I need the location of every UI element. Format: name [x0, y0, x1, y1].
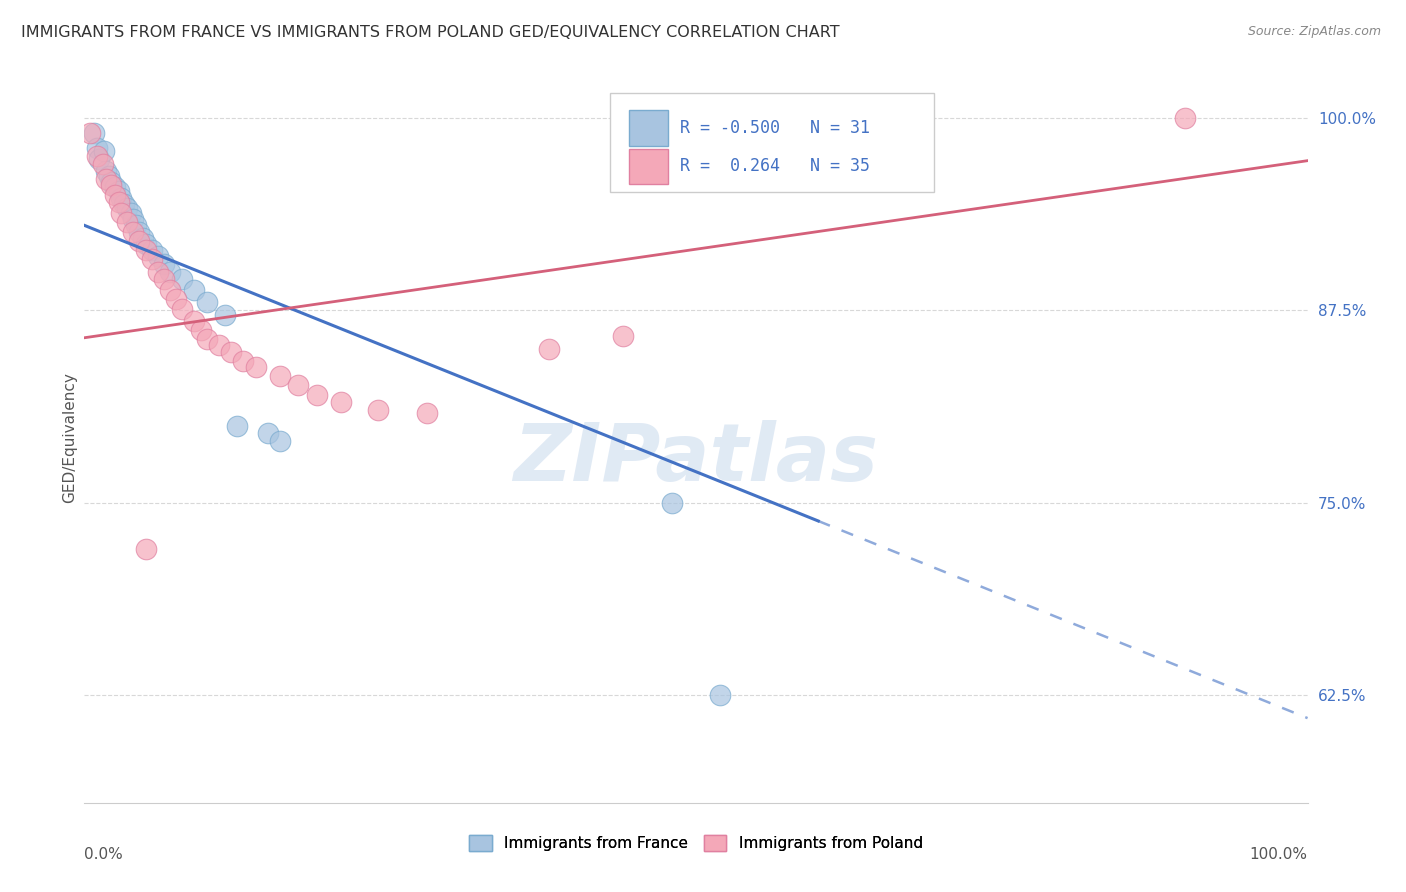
Point: [190, 323, 212, 337]
Point: [159, 264, 181, 278]
Point: [709, 688, 731, 702]
Point: [172, 301, 194, 316]
Point: [110, 191, 132, 205]
Point: [107, 195, 129, 210]
Point: [661, 495, 683, 509]
Point: [107, 185, 129, 199]
Text: 100.0%: 100.0%: [1250, 847, 1308, 862]
Point: [115, 215, 138, 229]
Text: Source: ZipAtlas.com: Source: ZipAtlas.com: [1247, 25, 1381, 38]
Point: [183, 283, 205, 297]
Legend: Immigrants from France, Immigrants from Poland: Immigrants from France, Immigrants from …: [463, 830, 929, 857]
Point: [257, 426, 280, 441]
Point: [112, 196, 135, 211]
Point: [538, 342, 561, 356]
Point: [110, 206, 132, 220]
Point: [330, 395, 353, 409]
Point: [135, 541, 157, 556]
Point: [159, 283, 181, 297]
Point: [208, 338, 231, 352]
Text: R = -0.500   N = 31: R = -0.500 N = 31: [681, 119, 870, 136]
Point: [305, 388, 328, 402]
Point: [141, 252, 163, 267]
FancyBboxPatch shape: [628, 149, 668, 185]
Point: [269, 434, 291, 448]
Point: [172, 272, 194, 286]
Point: [87, 152, 110, 166]
Point: [100, 175, 122, 189]
Point: [165, 292, 187, 306]
Point: [115, 202, 138, 216]
Point: [146, 264, 169, 278]
Point: [135, 243, 157, 257]
Point: [122, 225, 145, 239]
Point: [153, 272, 176, 286]
Point: [96, 164, 118, 178]
Text: 0.0%: 0.0%: [84, 847, 124, 862]
Point: [86, 149, 108, 163]
Point: [96, 172, 118, 186]
Point: [214, 308, 236, 322]
Point: [245, 359, 267, 374]
Point: [125, 219, 148, 233]
Point: [93, 145, 115, 159]
Point: [416, 406, 439, 420]
Point: [219, 344, 242, 359]
Point: [79, 126, 101, 140]
Point: [120, 206, 142, 220]
Text: IMMIGRANTS FROM FRANCE VS IMMIGRANTS FROM POLAND GED/EQUIVALENCY CORRELATION CHA: IMMIGRANTS FROM FRANCE VS IMMIGRANTS FRO…: [21, 25, 839, 40]
Point: [269, 369, 291, 384]
Point: [226, 418, 249, 433]
Point: [122, 212, 145, 227]
Point: [128, 234, 150, 248]
Text: R =  0.264   N = 35: R = 0.264 N = 35: [681, 158, 870, 176]
Point: [195, 295, 218, 310]
Point: [146, 249, 169, 263]
Text: ZIPatlas: ZIPatlas: [513, 420, 879, 498]
Point: [83, 126, 105, 140]
Point: [153, 257, 176, 271]
Point: [104, 187, 127, 202]
Point: [195, 332, 218, 346]
Point: [132, 230, 155, 244]
Point: [287, 378, 309, 392]
Point: [183, 314, 205, 328]
Point: [367, 403, 389, 417]
Point: [104, 179, 127, 194]
FancyBboxPatch shape: [610, 94, 935, 192]
Point: [91, 157, 114, 171]
Y-axis label: GED/Equivalency: GED/Equivalency: [62, 372, 77, 502]
Point: [1174, 111, 1197, 125]
Point: [232, 354, 254, 368]
Point: [100, 178, 122, 193]
Point: [612, 329, 634, 343]
Point: [128, 225, 150, 239]
FancyBboxPatch shape: [628, 110, 668, 145]
Point: [86, 141, 108, 155]
Point: [135, 236, 157, 251]
Point: [97, 169, 120, 183]
Point: [141, 243, 163, 257]
